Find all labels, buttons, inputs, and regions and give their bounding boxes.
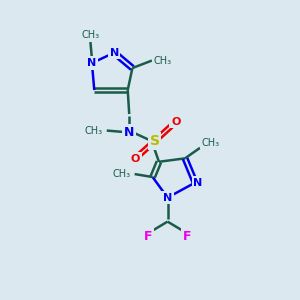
Text: F: F [183,230,191,243]
Text: O: O [130,154,140,164]
Text: F: F [144,230,152,243]
Text: CH₃: CH₃ [81,30,100,40]
Text: CH₃: CH₃ [153,56,172,65]
Text: N: N [87,58,97,68]
Text: S: S [150,134,160,148]
Text: CH₃: CH₃ [84,126,102,136]
Text: O: O [171,117,180,127]
Text: CH₃: CH₃ [202,138,220,148]
Text: N: N [110,48,119,58]
Text: CH₃: CH₃ [112,169,130,179]
Text: N: N [124,126,134,139]
Text: N: N [194,178,203,188]
Text: N: N [163,193,172,202]
